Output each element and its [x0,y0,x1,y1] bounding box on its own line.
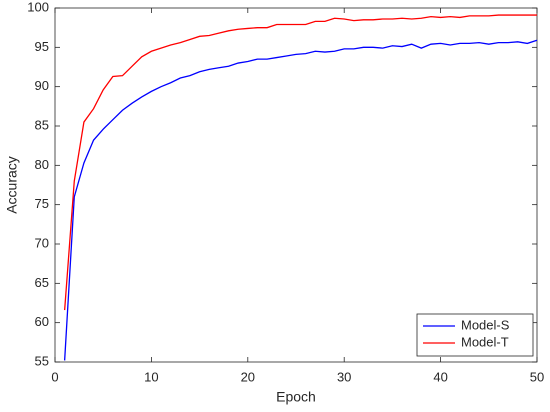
x-tick-label: 40 [433,369,447,384]
y-tick-label: 60 [35,314,49,329]
y-tick-label: 70 [35,235,49,250]
x-tick-label: 20 [241,369,255,384]
y-tick-label: 75 [35,196,49,211]
y-tick-label: 55 [35,353,49,368]
legend-box [416,313,534,357]
y-tick-label: 100 [27,0,49,14]
y-tick-label: 95 [35,39,49,54]
legend-label: Model-T [461,334,509,349]
y-tick-label: 80 [35,157,49,172]
x-axis-title: Epoch [276,389,316,405]
y-axis-title: Accuracy [4,156,20,214]
y-tick-label: 90 [35,78,49,93]
line-series [63,14,537,311]
x-tick-label: 0 [51,369,58,384]
y-tick-label: 65 [35,275,49,290]
legend-label: Model-S [461,317,510,332]
y-tick-label: 85 [35,117,49,132]
line-series [63,39,538,361]
x-tick-label: 10 [144,369,158,384]
plot-area [54,7,538,363]
x-tick-label: 30 [337,369,351,384]
x-tick-label: 50 [530,369,544,384]
